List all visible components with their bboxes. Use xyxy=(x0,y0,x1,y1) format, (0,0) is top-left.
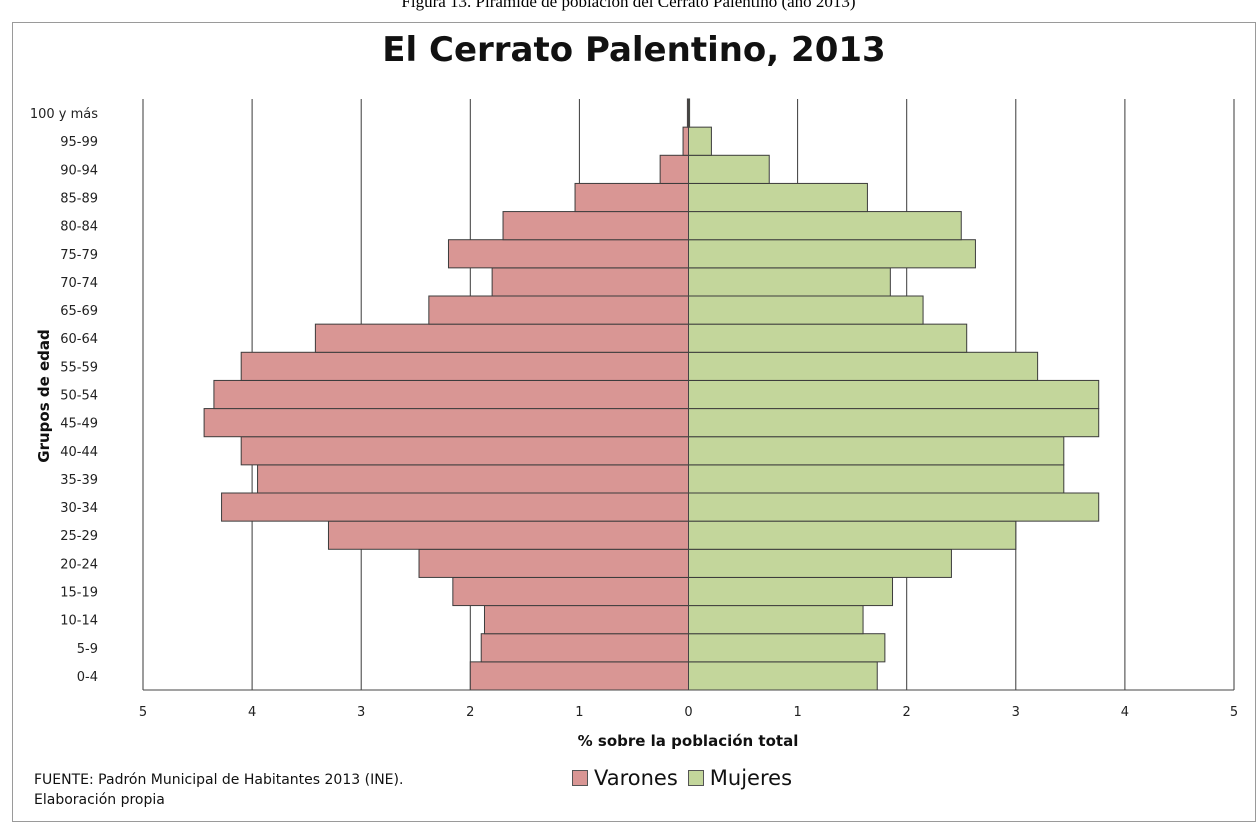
y-tick-label: 40-44 xyxy=(60,445,98,460)
x-tick-label: 1 xyxy=(793,705,801,720)
y-tick-label: 10-14 xyxy=(60,614,98,629)
y-tick-label: 60-64 xyxy=(60,332,98,347)
bars xyxy=(203,98,1100,691)
bar-varones-80-84 xyxy=(502,211,689,241)
y-tick-label: 20-24 xyxy=(60,557,98,572)
legend-swatch-mujeres xyxy=(687,770,704,786)
bar-mujeres-80-84 xyxy=(688,211,962,241)
x-tick-label: 2 xyxy=(466,705,474,720)
bar-mujeres-50-54 xyxy=(688,379,1100,410)
bar-varones-5-9 xyxy=(480,633,689,663)
y-tick-label: 30-34 xyxy=(60,501,98,516)
bar-varones-40-44 xyxy=(240,436,689,466)
y-tick-label: 45-49 xyxy=(60,417,98,432)
source-line-2: Elaboración propia xyxy=(34,792,165,808)
y-tick-label: 85-89 xyxy=(60,192,98,207)
legend-item-varones: Varones xyxy=(572,766,678,790)
y-tick-label: 70-74 xyxy=(60,276,98,291)
bar-mujeres-45-49 xyxy=(688,408,1100,438)
chart-title: El Cerrato Palentino, 2013 xyxy=(382,30,886,70)
bar-mujeres-55-59 xyxy=(688,351,1039,381)
y-axis-label: Grupos de edad xyxy=(35,329,53,463)
bar-mujeres-75-79 xyxy=(688,239,976,269)
bar-varones-75-79 xyxy=(447,239,690,269)
bar-varones-55-59 xyxy=(240,351,689,381)
legend-swatch-varones xyxy=(572,770,588,786)
bar-mujeres-35-39 xyxy=(688,464,1065,494)
y-tick-label: 5-9 xyxy=(77,642,98,657)
bar-varones-90-94 xyxy=(659,154,689,184)
bar-varones-60-64 xyxy=(314,323,689,353)
bar-varones-45-49 xyxy=(203,408,689,438)
y-tick-label: 35-39 xyxy=(60,473,98,488)
bar-mujeres-20-24 xyxy=(688,548,952,578)
bar-mujeres-30-34 xyxy=(688,492,1100,522)
y-tick-label: 55-59 xyxy=(60,360,98,375)
legend-label-varones: Varones xyxy=(594,766,678,790)
legend: Varones Mujeres xyxy=(572,766,792,790)
bar-varones-25-29 xyxy=(327,520,689,550)
bar-mujeres-15-19 xyxy=(688,576,894,607)
bar-varones-50-54 xyxy=(213,379,689,410)
x-tick-label: 3 xyxy=(1012,705,1020,720)
bar-varones-70-74 xyxy=(491,267,689,297)
bar-mujeres-5-9 xyxy=(688,633,886,663)
bar-varones-15-19 xyxy=(452,576,689,607)
y-tick-label: 75-79 xyxy=(60,248,98,263)
source-note: FUENTE: Padrón Municipal de Habitantes 2… xyxy=(34,770,403,810)
y-tick-label: 100 y más xyxy=(30,107,98,122)
bar-mujeres-65-69 xyxy=(688,295,924,325)
x-tick-label: 4 xyxy=(1121,705,1129,720)
bar-mujeres-90-94 xyxy=(688,154,770,184)
bar-varones-65-69 xyxy=(428,295,689,325)
bar-varones-95-99 xyxy=(682,126,689,156)
bar-mujeres-60-64 xyxy=(688,323,968,353)
x-tick-label: 5 xyxy=(139,705,147,720)
x-axis-label: % sobre la población total xyxy=(577,732,799,750)
x-tick-label: 3 xyxy=(357,705,365,720)
y-tick-label: 50-54 xyxy=(60,389,98,404)
y-tick-label: 80-84 xyxy=(60,220,98,235)
bar-mujeres-25-29 xyxy=(688,520,1017,550)
x-tick-label: 1 xyxy=(575,705,583,720)
legend-item-mujeres: Mujeres xyxy=(687,766,793,790)
legend-label-mujeres: Mujeres xyxy=(709,766,793,790)
bar-mujeres-10-14 xyxy=(688,605,864,635)
axes xyxy=(143,99,1234,691)
y-tick-label: 15-19 xyxy=(60,586,98,601)
bar-mujeres-70-74 xyxy=(688,267,891,297)
bar-varones-35-39 xyxy=(257,464,689,494)
y-tick-label: 65-69 xyxy=(60,304,98,319)
source-line-1: FUENTE: Padrón Municipal de Habitantes 2… xyxy=(34,772,404,788)
bar-varones-10-14 xyxy=(483,605,689,635)
x-tick-label: 0 xyxy=(684,705,692,720)
bar-mujeres-40-44 xyxy=(688,436,1065,466)
y-tick-label: 90-94 xyxy=(60,163,98,178)
bar-mujeres-85-89 xyxy=(688,182,868,213)
x-tick-label: 2 xyxy=(903,705,911,720)
y-tick-label: 0-4 xyxy=(77,670,98,685)
bar-mujeres-95-99 xyxy=(688,126,712,156)
x-tick-labels: 5 4 3 2 1 0 1 2 3 4 5 xyxy=(139,705,1238,720)
y-tick-label: 95-99 xyxy=(60,135,98,150)
bar-varones-30-34 xyxy=(221,492,689,522)
x-tick-label: 4 xyxy=(248,705,256,720)
bar-varones-85-89 xyxy=(574,182,690,213)
bar-mujeres-0-4 xyxy=(688,661,878,691)
y-tick-label: 25-29 xyxy=(60,529,98,544)
x-tick-label: 5 xyxy=(1230,705,1238,720)
y-tick-labels: 0-4 5-9 10-14 15-19 20-24 25-29 30-34 35-39 40-4… xyxy=(30,107,98,685)
bar-varones-0-4 xyxy=(469,661,689,691)
bar-varones-20-24 xyxy=(418,548,689,578)
figure-caption: Figura 13. Pirámide de población del Cer… xyxy=(401,0,856,11)
